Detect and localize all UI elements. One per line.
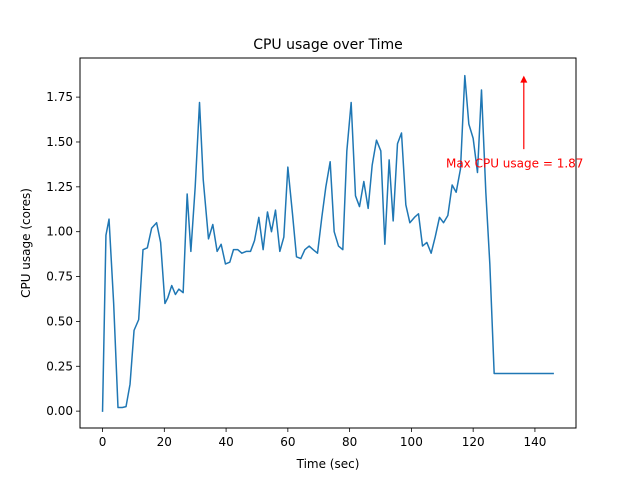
y-tick-label: 1.00 [46, 225, 73, 239]
y-tick-label: 0.50 [46, 314, 73, 328]
y-axis-label: CPU usage (cores) [19, 188, 33, 298]
chart-title: CPU usage over Time [253, 37, 403, 53]
annotation: Max CPU usage = 1.87 [446, 75, 583, 171]
y-tick-label: 0.25 [46, 359, 73, 373]
x-axis-ticks: 0 20 40 60 80 100 120 140 [99, 428, 546, 449]
x-tick-label: 60 [280, 435, 295, 449]
x-tick-label: 120 [462, 435, 485, 449]
x-tick-label: 80 [342, 435, 357, 449]
x-tick-label: 140 [523, 435, 546, 449]
y-tick-label: 1.50 [46, 135, 73, 149]
x-axis-label: Time (sec) [296, 457, 360, 471]
y-tick-label: 0.75 [46, 270, 73, 284]
annotation-arrow-head [520, 75, 528, 83]
x-tick-label: 0 [99, 435, 107, 449]
y-tick-label: 0.00 [46, 404, 73, 418]
x-tick-label: 20 [157, 435, 172, 449]
series-line-0 [101, 74, 554, 412]
x-tick-label: 100 [400, 435, 423, 449]
y-axis-ticks: 0.00 0.25 0.50 0.75 1.00 1.25 1.50 1.75 [46, 90, 80, 418]
plot-area [101, 74, 554, 412]
y-tick-label: 1.75 [46, 90, 73, 104]
y-tick-label: 1.25 [46, 180, 73, 194]
x-tick-label: 40 [218, 435, 233, 449]
axes-frame [79, 57, 577, 429]
annotation-label: Max CPU usage = 1.87 [446, 157, 583, 171]
